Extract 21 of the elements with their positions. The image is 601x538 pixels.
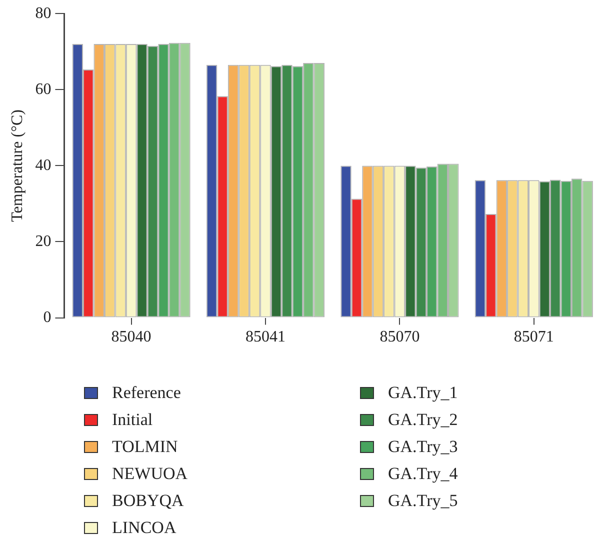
legend-label: GA.Try_3 [388, 436, 458, 456]
y-tick-label: 0 [43, 309, 52, 326]
y-tick-label: 40 [35, 156, 52, 174]
x-tick-label: 85041 [246, 328, 286, 346]
y-axis-title: Temperature (°C) [8, 110, 26, 222]
legend-label: Initial [112, 410, 153, 430]
y-tick-label: 80 [35, 4, 52, 22]
y-tick-label: 60 [35, 80, 52, 98]
legend-label: LINCOA [112, 518, 176, 538]
y-tick-label: 20 [35, 232, 52, 250]
x-tick-label: 85071 [514, 328, 554, 346]
legend-label: TOLMIN [112, 436, 178, 456]
x-tick-label: 85070 [380, 328, 420, 346]
legend-label: GA.Try_1 [388, 382, 458, 402]
x-tick-label: 85040 [111, 328, 152, 346]
legend-label: Reference [112, 382, 181, 402]
legend-label: BOBYQA [112, 490, 184, 510]
legend-label: GA.Try_5 [388, 490, 458, 510]
legend-label: GA.Try_4 [388, 464, 458, 484]
legend-label: NEWUOA [112, 464, 188, 484]
legend-label: GA.Try_2 [388, 410, 458, 430]
